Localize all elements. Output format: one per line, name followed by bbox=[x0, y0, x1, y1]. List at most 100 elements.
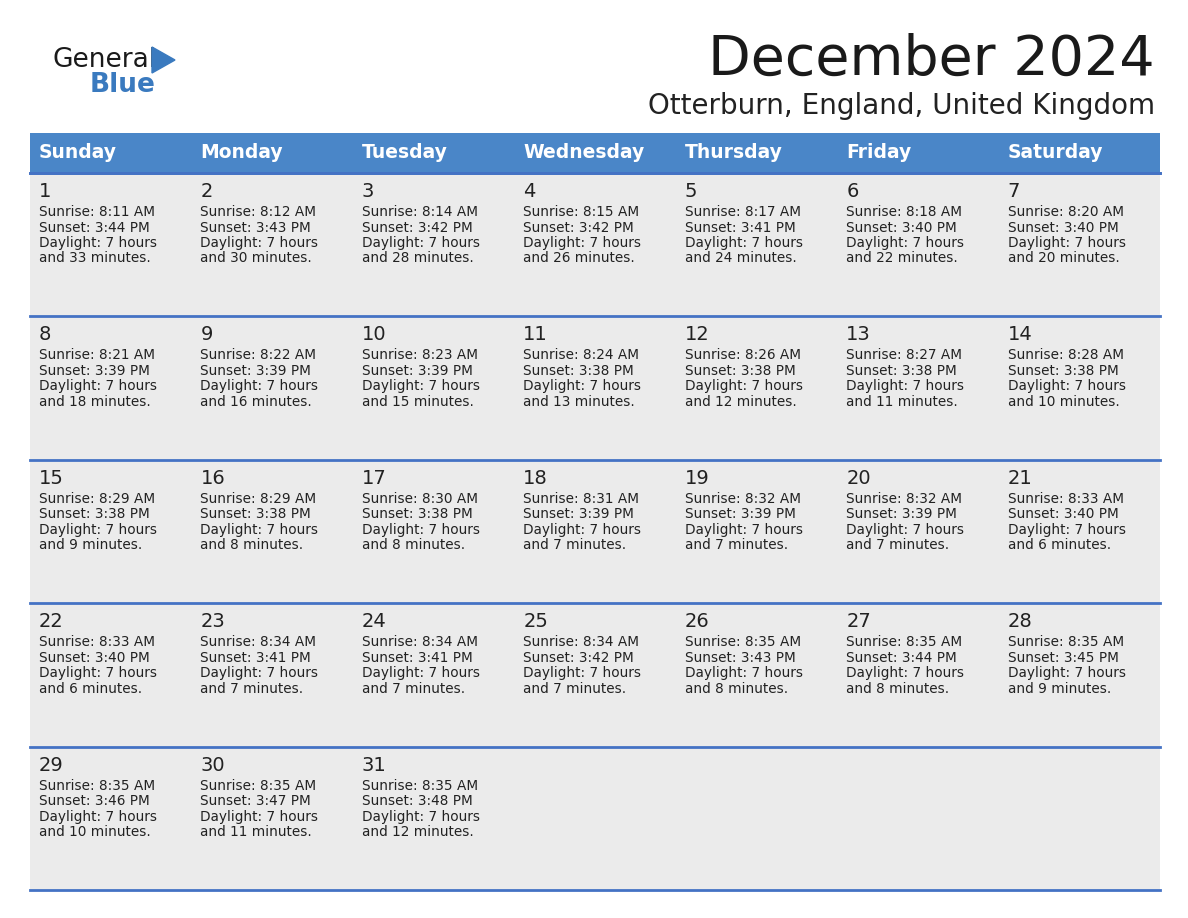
Text: 29: 29 bbox=[39, 756, 64, 775]
Text: Sunrise: 8:23 AM: Sunrise: 8:23 AM bbox=[362, 349, 478, 363]
Text: and 8 minutes.: and 8 minutes. bbox=[684, 682, 788, 696]
Text: Daylight: 7 hours: Daylight: 7 hours bbox=[523, 522, 642, 537]
Text: Sunset: 3:43 PM: Sunset: 3:43 PM bbox=[201, 220, 311, 234]
Text: Sunrise: 8:30 AM: Sunrise: 8:30 AM bbox=[362, 492, 478, 506]
Text: 22: 22 bbox=[39, 612, 64, 632]
FancyBboxPatch shape bbox=[30, 173, 1159, 890]
Text: 12: 12 bbox=[684, 325, 709, 344]
Text: Sunset: 3:40 PM: Sunset: 3:40 PM bbox=[846, 220, 956, 234]
Text: Blue: Blue bbox=[90, 72, 156, 98]
Text: 4: 4 bbox=[523, 182, 536, 201]
Text: 6: 6 bbox=[846, 182, 859, 201]
Text: Sunset: 3:38 PM: Sunset: 3:38 PM bbox=[1007, 364, 1118, 378]
Text: and 18 minutes.: and 18 minutes. bbox=[39, 395, 151, 409]
Text: Daylight: 7 hours: Daylight: 7 hours bbox=[684, 379, 803, 394]
Text: Sunrise: 8:35 AM: Sunrise: 8:35 AM bbox=[39, 778, 156, 792]
Text: and 8 minutes.: and 8 minutes. bbox=[201, 538, 304, 553]
Text: and 20 minutes.: and 20 minutes. bbox=[1007, 252, 1119, 265]
Text: Sunrise: 8:21 AM: Sunrise: 8:21 AM bbox=[39, 349, 154, 363]
Text: and 7 minutes.: and 7 minutes. bbox=[846, 538, 949, 553]
Text: Daylight: 7 hours: Daylight: 7 hours bbox=[684, 522, 803, 537]
Text: and 11 minutes.: and 11 minutes. bbox=[846, 395, 958, 409]
Text: Daylight: 7 hours: Daylight: 7 hours bbox=[1007, 379, 1125, 394]
Text: 13: 13 bbox=[846, 325, 871, 344]
Text: Daylight: 7 hours: Daylight: 7 hours bbox=[362, 666, 480, 680]
Text: 20: 20 bbox=[846, 469, 871, 487]
Text: Sunset: 3:38 PM: Sunset: 3:38 PM bbox=[39, 508, 150, 521]
Text: Sunrise: 8:18 AM: Sunrise: 8:18 AM bbox=[846, 205, 962, 219]
Text: Sunset: 3:47 PM: Sunset: 3:47 PM bbox=[201, 794, 311, 808]
Text: Sunrise: 8:32 AM: Sunrise: 8:32 AM bbox=[846, 492, 962, 506]
Text: 16: 16 bbox=[201, 469, 226, 487]
Text: Daylight: 7 hours: Daylight: 7 hours bbox=[39, 236, 157, 250]
Text: Sunrise: 8:33 AM: Sunrise: 8:33 AM bbox=[39, 635, 154, 649]
Text: Daylight: 7 hours: Daylight: 7 hours bbox=[201, 522, 318, 537]
Text: Monday: Monday bbox=[201, 143, 283, 162]
Text: Sunrise: 8:35 AM: Sunrise: 8:35 AM bbox=[684, 635, 801, 649]
Text: Sunrise: 8:27 AM: Sunrise: 8:27 AM bbox=[846, 349, 962, 363]
Text: and 6 minutes.: and 6 minutes. bbox=[1007, 538, 1111, 553]
Text: 31: 31 bbox=[362, 756, 386, 775]
Text: 21: 21 bbox=[1007, 469, 1032, 487]
Text: and 11 minutes.: and 11 minutes. bbox=[201, 825, 312, 839]
Text: 8: 8 bbox=[39, 325, 51, 344]
Text: 1: 1 bbox=[39, 182, 51, 201]
Text: and 7 minutes.: and 7 minutes. bbox=[201, 682, 304, 696]
Text: Sunset: 3:44 PM: Sunset: 3:44 PM bbox=[846, 651, 956, 665]
Text: Daylight: 7 hours: Daylight: 7 hours bbox=[1007, 666, 1125, 680]
Text: Daylight: 7 hours: Daylight: 7 hours bbox=[684, 236, 803, 250]
Text: Sunrise: 8:11 AM: Sunrise: 8:11 AM bbox=[39, 205, 154, 219]
Text: 28: 28 bbox=[1007, 612, 1032, 632]
Text: and 12 minutes.: and 12 minutes. bbox=[684, 395, 796, 409]
Text: Sunset: 3:38 PM: Sunset: 3:38 PM bbox=[523, 364, 634, 378]
Text: Sunrise: 8:12 AM: Sunrise: 8:12 AM bbox=[201, 205, 316, 219]
Text: Sunrise: 8:31 AM: Sunrise: 8:31 AM bbox=[523, 492, 639, 506]
Text: and 30 minutes.: and 30 minutes. bbox=[201, 252, 312, 265]
Text: and 15 minutes.: and 15 minutes. bbox=[362, 395, 474, 409]
Text: and 7 minutes.: and 7 minutes. bbox=[523, 682, 626, 696]
Text: 7: 7 bbox=[1007, 182, 1020, 201]
Text: Sunset: 3:48 PM: Sunset: 3:48 PM bbox=[362, 794, 473, 808]
Text: Sunset: 3:39 PM: Sunset: 3:39 PM bbox=[846, 508, 958, 521]
Text: and 8 minutes.: and 8 minutes. bbox=[846, 682, 949, 696]
Text: Daylight: 7 hours: Daylight: 7 hours bbox=[523, 379, 642, 394]
Text: Daylight: 7 hours: Daylight: 7 hours bbox=[846, 522, 965, 537]
Text: 11: 11 bbox=[523, 325, 548, 344]
Text: Sunset: 3:42 PM: Sunset: 3:42 PM bbox=[362, 220, 473, 234]
Text: Sunrise: 8:34 AM: Sunrise: 8:34 AM bbox=[362, 635, 478, 649]
Text: Sunrise: 8:32 AM: Sunrise: 8:32 AM bbox=[684, 492, 801, 506]
Text: Daylight: 7 hours: Daylight: 7 hours bbox=[201, 810, 318, 823]
Text: 24: 24 bbox=[362, 612, 386, 632]
Text: and 12 minutes.: and 12 minutes. bbox=[362, 825, 474, 839]
Text: Daylight: 7 hours: Daylight: 7 hours bbox=[201, 236, 318, 250]
Text: Sunset: 3:43 PM: Sunset: 3:43 PM bbox=[684, 651, 796, 665]
Text: Sunrise: 8:24 AM: Sunrise: 8:24 AM bbox=[523, 349, 639, 363]
Text: Sunrise: 8:35 AM: Sunrise: 8:35 AM bbox=[362, 778, 478, 792]
Text: Sunrise: 8:17 AM: Sunrise: 8:17 AM bbox=[684, 205, 801, 219]
Text: Sunset: 3:46 PM: Sunset: 3:46 PM bbox=[39, 794, 150, 808]
Text: Daylight: 7 hours: Daylight: 7 hours bbox=[39, 522, 157, 537]
Text: 30: 30 bbox=[201, 756, 225, 775]
Text: Sunrise: 8:35 AM: Sunrise: 8:35 AM bbox=[201, 778, 316, 792]
Text: Sunrise: 8:34 AM: Sunrise: 8:34 AM bbox=[523, 635, 639, 649]
Text: Sunset: 3:41 PM: Sunset: 3:41 PM bbox=[362, 651, 473, 665]
Text: Tuesday: Tuesday bbox=[362, 143, 448, 162]
Text: General: General bbox=[52, 47, 156, 73]
Text: and 9 minutes.: and 9 minutes. bbox=[39, 538, 143, 553]
Text: Sunrise: 8:29 AM: Sunrise: 8:29 AM bbox=[39, 492, 156, 506]
Text: Sunset: 3:42 PM: Sunset: 3:42 PM bbox=[523, 220, 634, 234]
Text: Daylight: 7 hours: Daylight: 7 hours bbox=[201, 379, 318, 394]
Text: 19: 19 bbox=[684, 469, 709, 487]
Text: Sunset: 3:40 PM: Sunset: 3:40 PM bbox=[1007, 220, 1118, 234]
Text: and 28 minutes.: and 28 minutes. bbox=[362, 252, 474, 265]
Text: Sunrise: 8:35 AM: Sunrise: 8:35 AM bbox=[1007, 635, 1124, 649]
Text: Daylight: 7 hours: Daylight: 7 hours bbox=[201, 666, 318, 680]
Text: Sunrise: 8:29 AM: Sunrise: 8:29 AM bbox=[201, 492, 316, 506]
Polygon shape bbox=[152, 47, 175, 73]
Text: and 10 minutes.: and 10 minutes. bbox=[39, 825, 151, 839]
Text: Sunrise: 8:35 AM: Sunrise: 8:35 AM bbox=[846, 635, 962, 649]
Text: and 10 minutes.: and 10 minutes. bbox=[1007, 395, 1119, 409]
Text: Sunrise: 8:26 AM: Sunrise: 8:26 AM bbox=[684, 349, 801, 363]
Text: Sunrise: 8:14 AM: Sunrise: 8:14 AM bbox=[362, 205, 478, 219]
Text: Sunset: 3:39 PM: Sunset: 3:39 PM bbox=[523, 508, 634, 521]
